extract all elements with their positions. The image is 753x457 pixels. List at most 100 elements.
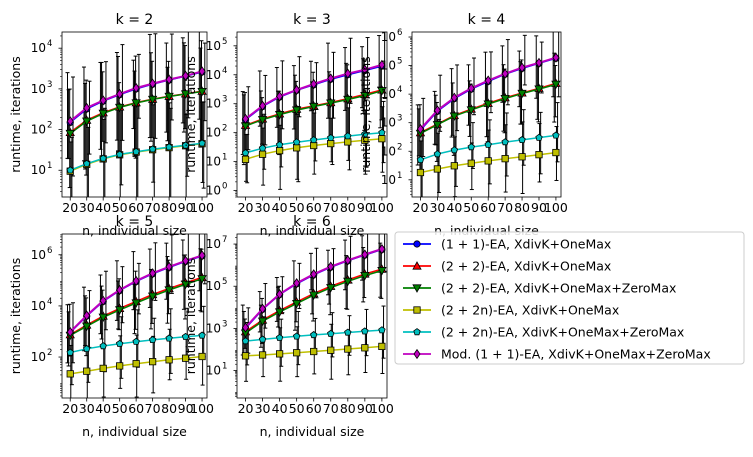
data-point — [500, 94, 510, 104]
legend-frame — [394, 231, 745, 365]
data-point — [291, 300, 302, 309]
x-tick-label: 50 — [289, 200, 305, 215]
y-tick-exponent: 3 — [222, 319, 227, 329]
y-tick-exponent: 6 — [47, 246, 52, 256]
y-tick-exponent: 5 — [222, 37, 227, 47]
data-point — [450, 162, 458, 170]
data-point — [344, 68, 352, 79]
data-point — [361, 327, 369, 335]
data-point — [257, 317, 268, 327]
data-point — [378, 59, 386, 70]
plot-area — [240, 234, 387, 382]
x-tick-label: 70 — [145, 200, 161, 215]
x-tick-label: 20 — [413, 200, 429, 215]
y-tick-label: 10 — [206, 126, 221, 140]
data-point — [274, 308, 285, 317]
x-tick-label: 40 — [446, 200, 462, 215]
data-point — [274, 111, 285, 120]
data-point — [467, 143, 475, 151]
data-point — [360, 92, 370, 101]
x-tick-label: 50 — [112, 401, 128, 416]
data-point — [66, 326, 74, 338]
data-point — [501, 138, 509, 146]
data-point — [276, 91, 284, 102]
x-tick-label: 40 — [95, 200, 111, 215]
data-point — [361, 249, 369, 260]
y-tick-exponent: 4 — [47, 39, 52, 49]
data-point — [114, 103, 125, 113]
y-tick-label: 10 — [31, 248, 46, 262]
data-point — [378, 135, 386, 143]
data-point — [165, 143, 173, 151]
data-point — [98, 313, 108, 323]
x-tick-label: 60 — [306, 200, 322, 215]
data-point — [180, 90, 191, 99]
data-point — [361, 130, 369, 138]
data-point — [115, 150, 124, 158]
series-line-5 — [419, 56, 557, 130]
data-point — [293, 349, 301, 357]
x-axis-label: n, individual size — [260, 424, 365, 439]
y-tick-label: 10 — [31, 350, 46, 364]
data-point — [378, 342, 386, 351]
y-tick-exponent: 5 — [397, 57, 402, 67]
y-tick-label: 10 — [206, 155, 221, 169]
x-tick-label: 30 — [79, 401, 95, 416]
data-point — [182, 70, 190, 81]
data-point — [416, 168, 425, 177]
x-tick-label: 100 — [190, 200, 214, 215]
data-point — [377, 87, 387, 96]
x-tick-label: 20 — [238, 200, 254, 215]
plot-area — [65, 234, 207, 398]
y-tick-label: 10 — [31, 163, 46, 177]
data-point — [182, 255, 190, 266]
data-point — [326, 284, 336, 293]
x-tick-label: 50 — [463, 200, 479, 215]
data-point — [292, 332, 301, 340]
x-tick-label: 50 — [289, 401, 305, 416]
data-point — [310, 78, 318, 90]
data-point — [433, 165, 441, 173]
data-point — [450, 92, 458, 103]
y-axis-label: runtime, iterations — [8, 258, 23, 375]
data-point — [518, 153, 526, 161]
data-point — [343, 277, 353, 287]
y-tick-exponent: 2 — [47, 348, 52, 358]
y-tick-label: 10 — [206, 97, 221, 111]
data-point — [131, 299, 141, 308]
data-point — [66, 370, 74, 378]
y-tick-exponent: 3 — [397, 114, 402, 124]
axes-frame — [61, 31, 208, 198]
x-tick-label: 20 — [62, 200, 78, 215]
legend-label: (2 + 2n)-EA, XdivK+OneMax — [441, 303, 619, 318]
y-tick-label: 10 — [206, 321, 221, 335]
data-point — [197, 275, 207, 284]
data-point — [327, 139, 335, 148]
data-point — [147, 95, 158, 105]
data-point — [164, 286, 174, 295]
axes-frame — [236, 31, 388, 198]
data-point — [131, 99, 141, 108]
x-axis-label: n, individual size — [82, 424, 187, 439]
data-point — [197, 87, 207, 97]
data-point — [327, 261, 335, 272]
legend-label: Mod. (1 + 1)-EA, XdivK+OneMax+ZeroMax — [441, 347, 711, 362]
data-point — [501, 155, 509, 163]
x-tick-label: 20 — [238, 401, 254, 416]
data-point — [293, 278, 301, 289]
y-tick-label: 10 — [381, 173, 396, 187]
data-point — [433, 150, 442, 158]
series-line-5 — [244, 248, 383, 329]
data-point — [344, 345, 352, 353]
panel-title: k = 6 — [293, 214, 331, 230]
data-point — [361, 344, 369, 352]
x-tick-label: 90 — [178, 200, 194, 215]
data-point — [65, 129, 75, 139]
y-tick-label: 10 — [381, 144, 396, 158]
y-tick-label: 10 — [381, 59, 396, 73]
x-tick-label: 80 — [514, 200, 530, 215]
y-tick-label: 10 — [31, 123, 46, 137]
data-point — [241, 352, 250, 360]
